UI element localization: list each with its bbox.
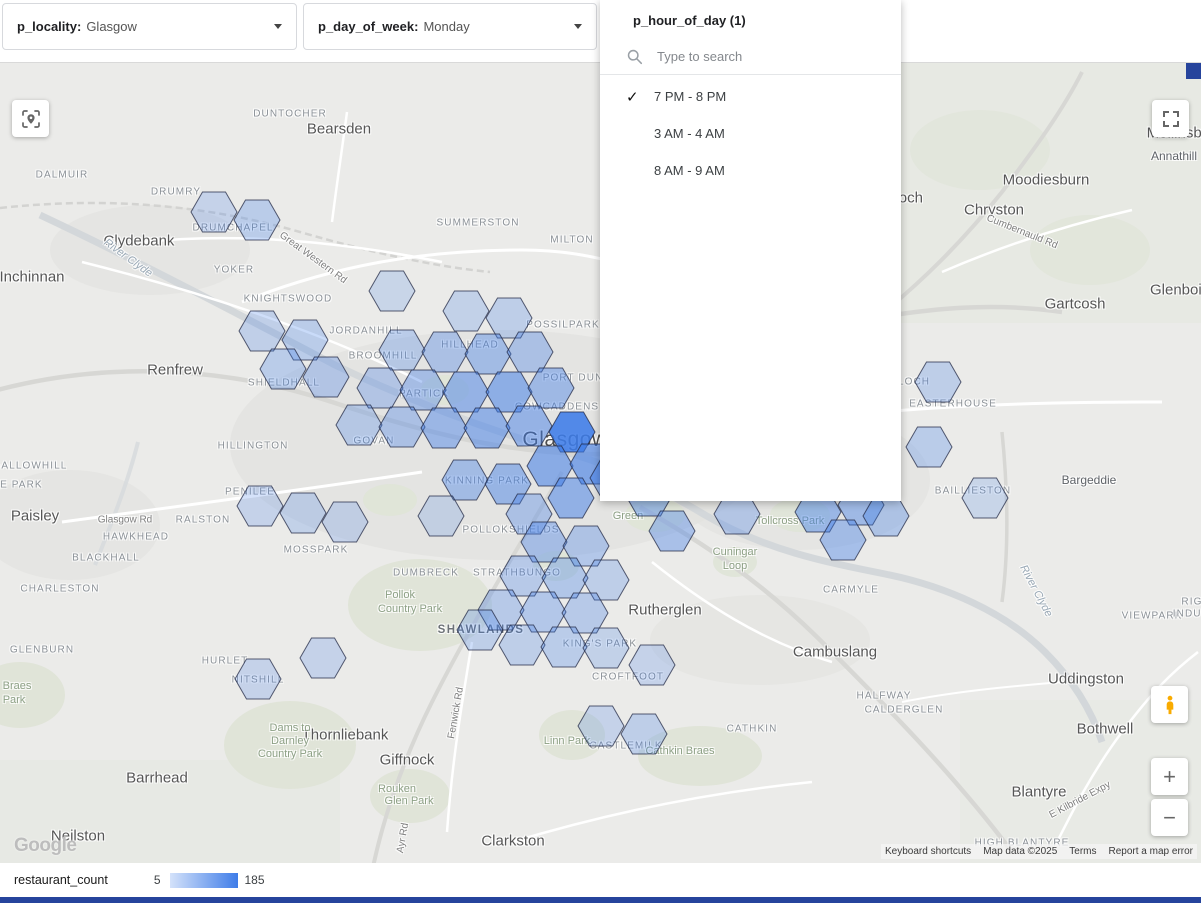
hex-bin[interactable] xyxy=(477,589,525,631)
dropdown-option-label: 7 PM - 8 PM xyxy=(654,89,727,104)
filter-day-label: p_day_of_week xyxy=(318,19,415,34)
hex-bin[interactable] xyxy=(464,333,512,375)
google-logo[interactable]: Google xyxy=(14,835,77,856)
hex-bin[interactable] xyxy=(547,477,595,519)
pegman-icon xyxy=(1166,695,1173,714)
hex-bin[interactable] xyxy=(499,555,547,597)
dropdown-option[interactable]: 8 AM - 9 AM xyxy=(600,152,901,189)
hex-bin[interactable] xyxy=(505,493,553,535)
filter-bar: p_locality: Glasgow p_day_of_week: Monda… xyxy=(0,0,1201,63)
hex-bin[interactable] xyxy=(368,270,416,312)
dropdown-options: ✓ 7 PM - 8 PM 3 AM - 4 AM 8 AM - 9 AM xyxy=(600,75,901,189)
fullscreen-icon xyxy=(1162,110,1179,127)
legend-min-value: 5 xyxy=(153,873,161,887)
hex-bin[interactable] xyxy=(648,510,696,552)
recenter-pin-icon xyxy=(21,109,40,128)
hex-bin[interactable] xyxy=(281,319,329,361)
hex-bin[interactable] xyxy=(819,519,867,561)
zoom-in-button[interactable]: + xyxy=(1151,758,1188,795)
attribution-item[interactable]: Keyboard shortcuts xyxy=(885,846,972,857)
legend-max-value: 185 xyxy=(244,873,265,887)
hex-bin[interactable] xyxy=(417,495,465,537)
hex-bin[interactable] xyxy=(541,557,589,599)
hex-bin[interactable] xyxy=(421,331,469,373)
filter-day-separator: : xyxy=(414,19,419,34)
hex-bin[interactable] xyxy=(463,407,511,449)
recenter-map-button[interactable] xyxy=(12,100,49,137)
hex-bin[interactable] xyxy=(420,407,468,449)
filter-day-value: Monday xyxy=(423,19,470,34)
dropdown-title: p_hour_of_day (1) xyxy=(633,13,746,28)
chevron-down-icon xyxy=(274,24,282,29)
hex-bin[interactable] xyxy=(628,644,676,686)
filter-locality[interactable]: p_locality: Glasgow xyxy=(2,3,297,50)
hex-bin[interactable] xyxy=(399,369,447,411)
hex-bin[interactable] xyxy=(335,404,383,446)
hour-of-day-dropdown-panel: p_hour_of_day (1) ✓ 7 PM - 8 PM 3 AM - 4 A… xyxy=(600,0,901,501)
hex-bin[interactable] xyxy=(620,713,668,755)
vertical-scrollbar-thumb[interactable] xyxy=(1186,63,1201,79)
legend-gradient xyxy=(169,872,238,888)
hex-bin[interactable] xyxy=(299,637,347,679)
dropdown-option[interactable]: 3 AM - 4 AM xyxy=(600,115,901,152)
hex-bin[interactable] xyxy=(279,492,327,534)
check-icon: ✓ xyxy=(626,88,639,106)
fullscreen-button[interactable] xyxy=(1152,100,1189,137)
attribution-item[interactable]: Report a map error xyxy=(1108,846,1193,857)
hex-bin[interactable] xyxy=(905,426,953,468)
dropdown-option-label: 8 AM - 9 AM xyxy=(654,163,725,178)
hex-bin[interactable] xyxy=(582,559,630,601)
hex-bin[interactable] xyxy=(485,297,533,339)
attribution-item[interactable]: Terms xyxy=(1069,846,1097,857)
filter-locality-label: p_locality xyxy=(17,19,77,34)
dropdown-search-row xyxy=(600,38,901,75)
legend-field-name: restaurant_count xyxy=(14,873,108,887)
hex-bin[interactable] xyxy=(961,477,1009,519)
attribution-item: Map data ©2025 xyxy=(983,846,1058,857)
hex-bin[interactable] xyxy=(527,367,575,409)
hex-bin[interactable] xyxy=(442,290,490,332)
hex-bin[interactable] xyxy=(577,705,625,747)
hex-bin[interactable] xyxy=(233,199,281,241)
legend-bar: restaurant_count 5 185 xyxy=(0,863,1201,897)
hex-bin[interactable] xyxy=(498,624,546,666)
hex-bin[interactable] xyxy=(302,356,350,398)
dropdown-option-label: 3 AM - 4 AM xyxy=(654,126,725,141)
filter-locality-separator: : xyxy=(76,19,82,34)
hex-bin[interactable] xyxy=(562,525,610,567)
hexbin-layer xyxy=(190,191,1009,755)
zoom-out-button[interactable]: − xyxy=(1151,799,1188,836)
hex-bin[interactable] xyxy=(236,485,284,527)
pegman-button[interactable] xyxy=(1151,686,1188,723)
hex-bin[interactable] xyxy=(356,367,404,409)
horizontal-scrollbar[interactable] xyxy=(0,897,1201,903)
filter-locality-value: Glasgow xyxy=(86,19,137,34)
search-icon xyxy=(627,49,643,64)
hex-bin[interactable] xyxy=(456,609,504,651)
hex-bin[interactable] xyxy=(561,592,609,634)
hex-bin[interactable] xyxy=(582,627,630,669)
hex-bin[interactable] xyxy=(540,626,588,668)
hex-bin[interactable] xyxy=(442,371,490,413)
hex-bin[interactable] xyxy=(520,521,568,563)
hex-bin[interactable] xyxy=(190,191,238,233)
search-input[interactable] xyxy=(655,47,869,65)
hex-bin[interactable] xyxy=(914,361,962,403)
chevron-down-icon xyxy=(574,24,582,29)
hex-bin[interactable] xyxy=(441,459,489,501)
dropdown-option[interactable]: ✓ 7 PM - 8 PM xyxy=(600,78,901,115)
hex-bin[interactable] xyxy=(378,406,426,448)
hex-bin[interactable] xyxy=(259,348,307,390)
hex-bin[interactable] xyxy=(519,591,567,633)
filter-day-of-week[interactable]: p_day_of_week: Monday xyxy=(303,3,597,50)
hex-bin[interactable] xyxy=(238,310,286,352)
map-attribution: Keyboard shortcuts Map data ©2025 Terms Rep… xyxy=(881,844,1197,859)
hex-bin[interactable] xyxy=(321,501,369,543)
hex-bin[interactable] xyxy=(378,329,426,371)
hex-bin[interactable] xyxy=(234,658,282,700)
